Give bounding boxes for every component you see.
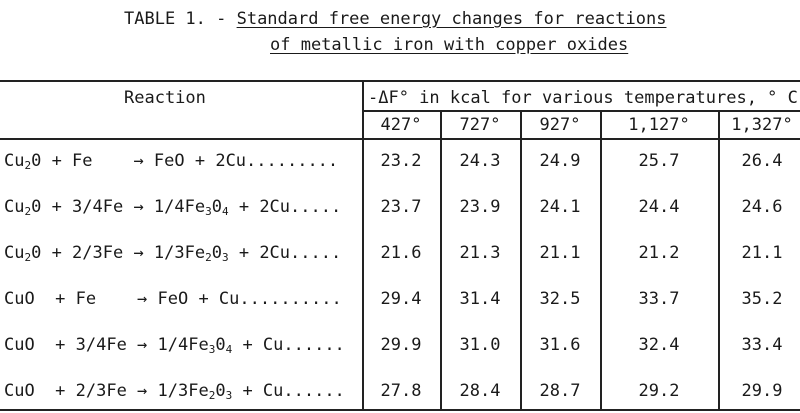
value-r5-1327: 33.4 xyxy=(741,335,783,355)
reaction-row-2: Cu20 + 3/4Fe → 1/4Fe304 + 2Cu..... xyxy=(4,197,342,218)
temp-header-727: 727° xyxy=(459,115,501,135)
value-r5-927: 31.6 xyxy=(539,335,581,355)
value-r1-927: 24.9 xyxy=(539,151,581,171)
value-r1-1327: 26.4 xyxy=(741,151,783,171)
value-r2-427: 23.7 xyxy=(380,197,422,217)
header-inner-rule xyxy=(362,110,800,112)
value-r3-927: 21.1 xyxy=(539,243,581,263)
value-r6-927: 28.7 xyxy=(539,381,581,401)
value-r3-1127: 21.2 xyxy=(638,243,680,263)
header-bottom-rule xyxy=(0,138,800,140)
value-r1-727: 24.3 xyxy=(459,151,501,171)
value-r5-427: 29.9 xyxy=(380,335,422,355)
value-r6-727: 28.4 xyxy=(459,381,501,401)
value-r4-427: 29.4 xyxy=(380,289,422,309)
value-r4-927: 32.5 xyxy=(539,289,581,309)
title-main: Standard free energy changes for reactio… xyxy=(236,9,667,29)
value-r4-727: 31.4 xyxy=(459,289,501,309)
reaction-row-6: CuO + 2/3Fe → 1/3Fe203 + Cu...... xyxy=(4,381,345,402)
title-line-1: TABLE 1. - Standard free energy changes … xyxy=(124,6,666,32)
value-r5-727: 31.0 xyxy=(459,335,501,355)
value-r3-727: 21.3 xyxy=(459,243,501,263)
col-rule-727 xyxy=(520,110,522,409)
value-r6-1127: 29.2 xyxy=(638,381,680,401)
temp-header-1127: 1,127° xyxy=(628,115,690,135)
value-r6-427: 27.8 xyxy=(380,381,422,401)
value-r6-1327: 29.9 xyxy=(741,381,783,401)
value-r1-427: 23.2 xyxy=(380,151,422,171)
value-r1-1127: 25.7 xyxy=(638,151,680,171)
reaction-row-4: CuO + Fe → FeO + Cu.......... xyxy=(4,289,342,309)
col-rule-1127 xyxy=(718,110,720,409)
value-r3-427: 21.6 xyxy=(380,243,422,263)
table-bottom-rule xyxy=(0,409,800,411)
value-r3-1327: 21.1 xyxy=(741,243,783,263)
title-line-2: of metallic iron with copper oxides xyxy=(270,35,629,55)
temp-header-1327: 1,327° xyxy=(731,115,793,135)
temp-header-927: 927° xyxy=(539,115,581,135)
reaction-row-5: CuO + 3/4Fe → 1/4Fe304 + Cu...... xyxy=(4,335,345,356)
value-r4-1127: 33.7 xyxy=(638,289,680,309)
reaction-header: Reaction xyxy=(124,88,206,108)
value-r2-727: 23.9 xyxy=(459,197,501,217)
col-rule-427 xyxy=(440,110,442,409)
temp-header-427: 427° xyxy=(380,115,422,135)
value-r2-1127: 24.4 xyxy=(638,197,680,217)
col-rule-927 xyxy=(600,110,602,409)
col-rule-reaction xyxy=(362,82,364,409)
energy-header: -ΔF° in kcal for various temperatures, °… xyxy=(368,88,798,108)
value-r2-1327: 24.6 xyxy=(741,197,783,217)
title-prefix: TABLE 1. - xyxy=(124,9,237,29)
value-r4-1327: 35.2 xyxy=(741,289,783,309)
value-r2-927: 24.1 xyxy=(539,197,581,217)
table-top-rule xyxy=(0,80,800,82)
reaction-row-1: Cu20 + Fe → FeO + 2Cu......... xyxy=(4,151,339,172)
value-r5-1127: 32.4 xyxy=(638,335,680,355)
reaction-row-3: Cu20 + 2/3Fe → 1/3Fe203 + 2Cu..... xyxy=(4,243,342,264)
